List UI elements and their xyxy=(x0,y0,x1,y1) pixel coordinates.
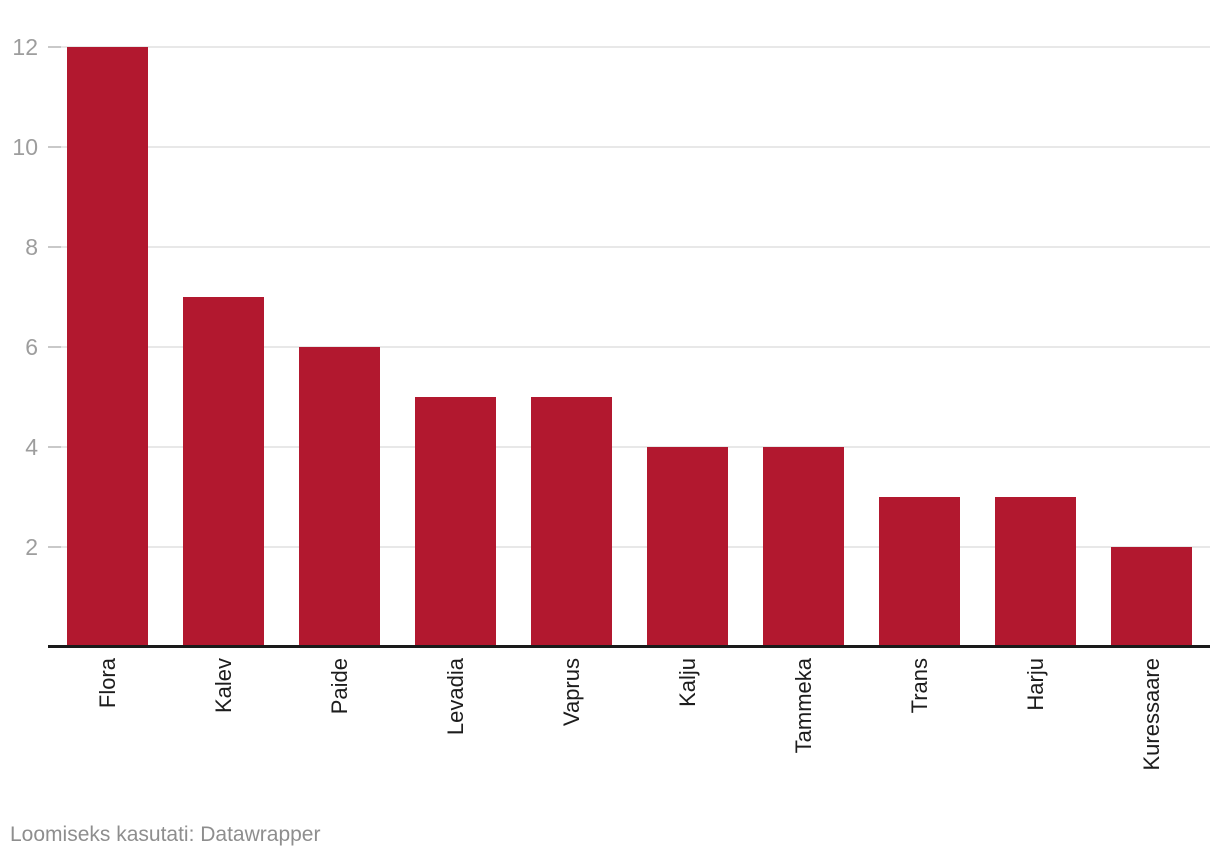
gridline xyxy=(48,546,1210,548)
x-axis-category-label: Paide xyxy=(327,658,352,715)
x-axis-category-label: Tammeka xyxy=(791,658,816,754)
x-axis-category-label: Trans xyxy=(907,658,932,714)
bar-kalev[interactable] xyxy=(183,297,264,645)
x-axis-category-label: Kuressaare xyxy=(1139,658,1164,771)
y-axis-tickmark xyxy=(48,546,61,548)
bar-trans[interactable] xyxy=(879,497,960,645)
x-axis-category-label: Flora xyxy=(95,658,120,709)
y-axis-tick-label: 4 xyxy=(25,434,38,460)
gridline xyxy=(48,346,1210,348)
gridline xyxy=(48,146,1210,148)
y-axis-tickmark xyxy=(48,246,61,248)
y-axis-tick-label: 8 xyxy=(25,234,38,260)
bar-tammeka[interactable] xyxy=(763,447,844,645)
bar-kalju[interactable] xyxy=(647,447,728,645)
bar-paide[interactable] xyxy=(299,347,380,645)
attribution-text: Loomiseks kasutati: Datawrapper xyxy=(10,823,321,846)
y-axis-tick-label: 2 xyxy=(25,534,38,560)
gridline xyxy=(48,246,1210,248)
gridline xyxy=(48,446,1210,448)
x-axis-category-label: Kalju xyxy=(675,658,700,707)
bar-kuressaare[interactable] xyxy=(1111,547,1192,645)
x-axis-category-label: Harju xyxy=(1023,658,1048,711)
bar-vaprus[interactable] xyxy=(531,397,612,645)
x-axis-category-label: Kalev xyxy=(211,658,236,714)
y-axis-tickmark xyxy=(48,46,61,48)
bar-levadia[interactable] xyxy=(415,397,496,645)
y-axis-tick-label: 12 xyxy=(12,34,38,60)
y-axis-tickmark xyxy=(48,446,61,448)
y-axis-tickmark xyxy=(48,146,61,148)
y-axis-tick-label: 6 xyxy=(25,334,38,360)
bar-harju[interactable] xyxy=(995,497,1076,645)
gridline xyxy=(48,46,1210,48)
x-axis-line xyxy=(48,645,1210,648)
y-axis-tickmark xyxy=(48,346,61,348)
x-axis-category-label: Levadia xyxy=(443,658,468,736)
y-axis-tick-label: 10 xyxy=(12,134,38,160)
bar-flora[interactable] xyxy=(67,47,148,645)
x-axis-category-label: Vaprus xyxy=(559,658,584,727)
